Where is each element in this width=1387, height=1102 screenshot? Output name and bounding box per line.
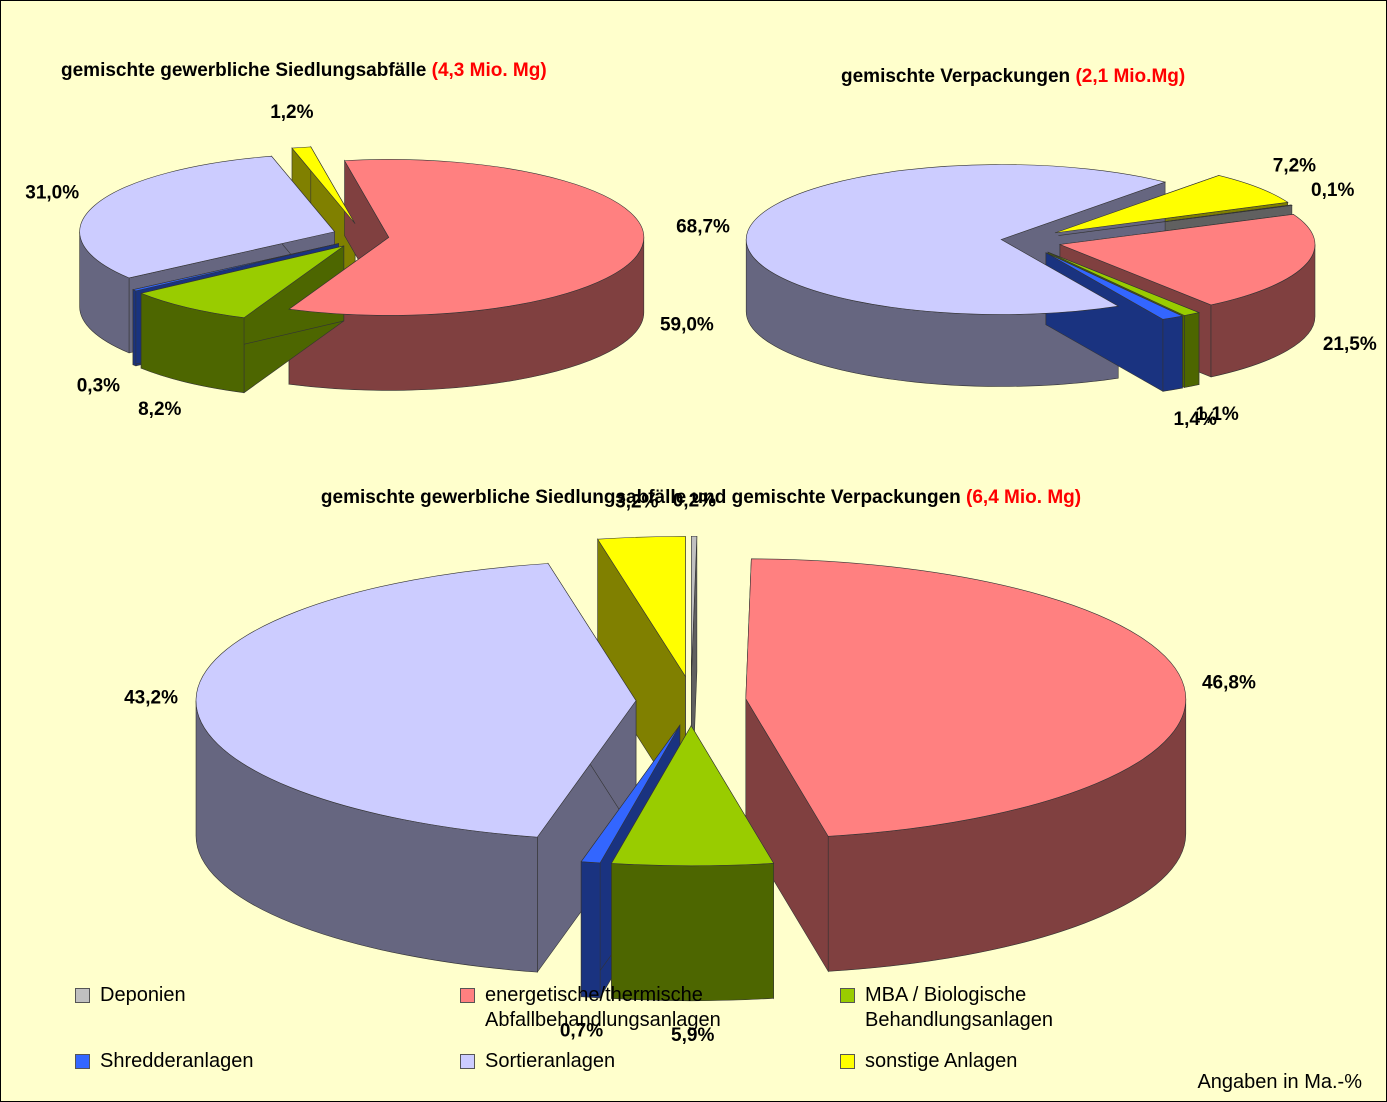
legend-item: Sortieranlagen <box>460 1049 840 1074</box>
legend-item: MBA / Biologische Behandlungsanlagen <box>840 983 1170 1033</box>
data-label: 46,8% <box>1202 672 1256 693</box>
legend-swatch <box>75 1054 90 1069</box>
legend-swatch <box>460 988 475 1003</box>
title-note: (4,3 Mio. Mg) <box>432 60 547 81</box>
data-label: 59,0% <box>660 314 714 335</box>
legend-swatch <box>840 1054 855 1069</box>
slice <box>745 164 1167 315</box>
title-text: gemischte gewerbliche Siedlungsabfälle <box>61 60 426 81</box>
note: Angaben in Ma.-% <box>1197 1071 1362 1093</box>
chart-title: gemischte Verpackungen (2,1 Mio.Mg) <box>841 66 1185 87</box>
legend-swatch <box>460 1054 475 1069</box>
data-label: 43,2% <box>124 688 178 709</box>
slice <box>140 245 344 319</box>
slice-wall <box>1184 312 1200 388</box>
slice <box>1054 175 1289 234</box>
legend-label: Deponien <box>100 984 186 1006</box>
legend-item: sonstige Anlagen <box>840 1049 1170 1074</box>
slice-wall <box>1162 315 1183 392</box>
legend-label: Shredderanlagen <box>100 1050 254 1072</box>
slice <box>610 725 775 867</box>
legend-item: Deponien <box>75 983 460 1033</box>
slice <box>691 535 698 677</box>
data-label: 68,7% <box>676 216 730 237</box>
slice <box>580 725 681 864</box>
data-label: 0,7% <box>560 1021 603 1042</box>
slice <box>132 243 339 292</box>
slice <box>291 146 356 224</box>
title-note: (2,1 Mio.Mg) <box>1075 66 1185 87</box>
slice <box>195 563 637 838</box>
slice <box>1058 214 1316 306</box>
slice <box>79 155 336 279</box>
data-label: 1,2% <box>270 102 313 123</box>
slice-wall <box>580 861 601 999</box>
data-label: 1,4% <box>1174 409 1217 430</box>
data-label: 21,5% <box>1323 334 1377 355</box>
legend-label: sonstige Anlagen <box>865 1050 1018 1072</box>
data-label: 5,9% <box>671 1025 714 1046</box>
chart-title: gemischte gewerbliche Siedlungsabfälle u… <box>321 487 1081 508</box>
title-text: gemischte gewerbliche Siedlungsabfälle u… <box>321 487 961 508</box>
slice <box>597 536 686 678</box>
data-label: 0,3% <box>77 375 120 396</box>
legend-swatch <box>75 988 90 1003</box>
data-label: 8,2% <box>138 399 181 420</box>
data-label: 0,1% <box>1311 180 1354 201</box>
data-label: 1,1% <box>1195 404 1238 425</box>
legend-label: Sortieranlagen <box>485 1050 616 1072</box>
slice-wall <box>132 289 137 367</box>
legend: Deponien energetische/thermische Abfallbe… <box>75 983 1170 1074</box>
data-label: 7,2% <box>1273 156 1316 177</box>
legend-item: energetische/thermische Abfallbehandlung… <box>460 983 840 1033</box>
slice <box>1045 252 1184 320</box>
data-label: 0,2% <box>673 490 716 511</box>
data-label: 3,2% <box>615 491 658 512</box>
slice-wall <box>611 862 774 1002</box>
data-label: 31,0% <box>25 183 79 204</box>
slice <box>1058 204 1293 236</box>
title-text: gemischte Verpackungen <box>841 66 1070 87</box>
slice <box>1047 251 1200 316</box>
slice <box>745 558 1187 837</box>
slice <box>288 159 645 316</box>
legend-label: energetische/thermische Abfallbehandlung… <box>485 984 721 1031</box>
chart-title: gemischte gewerbliche Siedlungsabfälle (… <box>61 60 547 81</box>
legend-label: MBA / Biologische Behandlungsanlagen <box>865 984 1053 1031</box>
title-note: (6,4 Mio. Mg) <box>966 487 1081 508</box>
legend-swatch <box>840 988 855 1003</box>
legend-item: Shredderanlagen <box>75 1049 460 1074</box>
